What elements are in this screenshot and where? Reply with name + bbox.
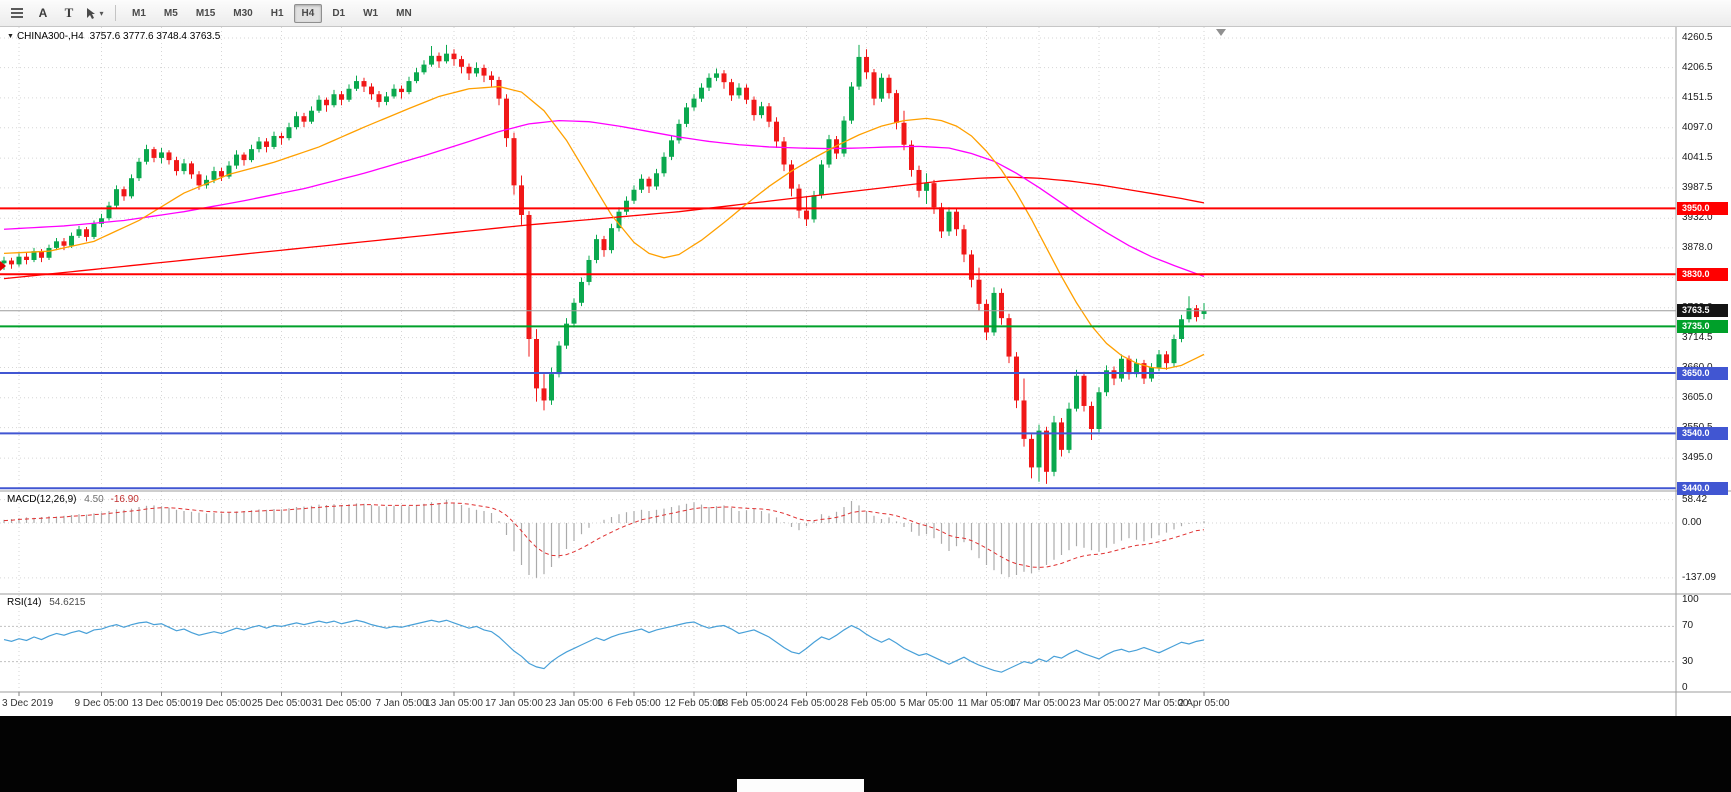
timeframe-mn[interactable]: MN — [396, 7, 412, 19]
rsi-value: 54.6215 — [49, 597, 86, 608]
taskbar — [0, 716, 1731, 792]
macd-name: MACD(12,26,9) — [7, 494, 77, 505]
chart-title: ▼ CHINA300-,H4 3757.6 3777.6 3748.4 3763.5 — [7, 31, 220, 42]
annotation-a-button[interactable]: A — [31, 2, 55, 24]
symbol-marker-icon: ▼ — [7, 33, 14, 40]
menu-icon — [11, 8, 23, 18]
macd-main-value: 4.50 — [84, 494, 104, 505]
dropdown-caret-icon: ▾ — [99, 8, 104, 18]
toolbar: A T ▾ M1 M5 M15 M30 H1 H4 D1 W1 MN — [0, 0, 1731, 27]
timeframe-d1[interactable]: D1 — [332, 7, 346, 19]
timeframe-group: M1 M5 M15 M30 H1 H4 D1 W1 MN — [123, 3, 421, 23]
rsi-name: RSI(14) — [7, 597, 42, 608]
ohlc-values: 3757.6 3777.6 3748.4 3763.5 — [89, 31, 221, 42]
symbol-period-label: CHINA300-,H4 — [16, 31, 84, 42]
timeframe-w1[interactable]: W1 — [363, 7, 379, 19]
taskbar-item[interactable] — [737, 779, 864, 792]
chart-list-button[interactable] — [5, 2, 29, 24]
rsi-label: RSI(14) 54.6215 — [7, 597, 85, 608]
macd-label: MACD(12,26,9) 4.50 -16.90 — [7, 494, 139, 505]
annotation-a-label: A — [38, 6, 48, 20]
timeframe-m1[interactable]: M1 — [132, 7, 146, 19]
timeframe-h4[interactable]: H4 — [293, 3, 323, 23]
timeframe-h1[interactable]: H1 — [270, 7, 284, 19]
cursor-tool-button[interactable]: ▾ — [83, 2, 107, 24]
cursor-icon — [87, 7, 96, 19]
timeframe-m15[interactable]: M15 — [195, 7, 216, 19]
text-tool-label: T — [64, 5, 74, 20]
text-tool-button[interactable]: T — [57, 2, 81, 24]
macd-signal-value: -16.90 — [110, 494, 139, 505]
timeframe-m30[interactable]: M30 — [233, 7, 253, 19]
toolbar-separator — [115, 5, 116, 21]
timeframe-m5[interactable]: M5 — [163, 7, 178, 19]
chart-area[interactable] — [0, 27, 1731, 716]
